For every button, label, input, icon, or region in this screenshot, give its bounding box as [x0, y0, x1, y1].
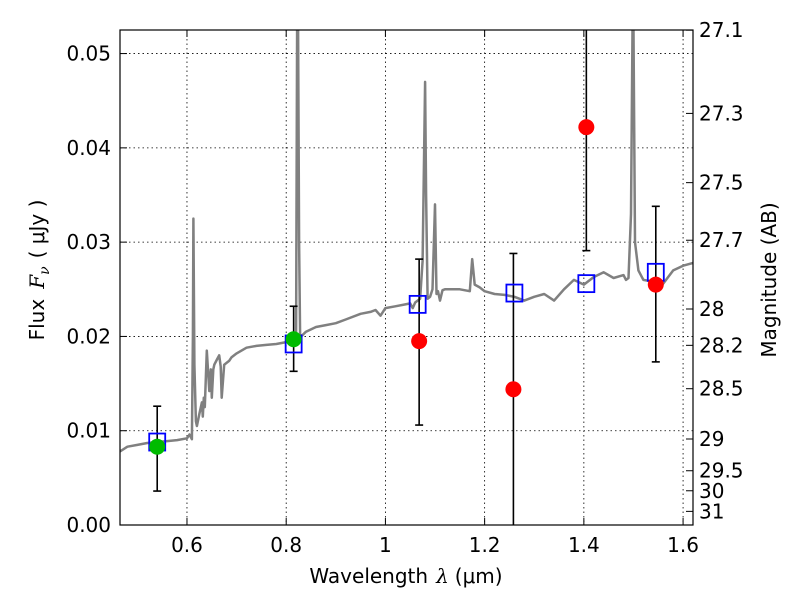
red-data-point: [411, 333, 428, 350]
ticks-layer: 0.6 0.8 1 1.2 1.4 1.6 0.00 0.01 0.02 0.03 0.04 0.05…: [66, 18, 743, 557]
model-photometry-square: [505, 283, 524, 303]
model-photometry-square: [577, 274, 596, 294]
x-tick-label: 1.2: [469, 533, 501, 557]
y2-tick-label: 27.1: [699, 18, 744, 42]
y-tick-label: 0.02: [66, 324, 111, 348]
y2-tick-label: 27.3: [699, 101, 744, 125]
y-tick-label: 0.01: [66, 419, 111, 443]
red-data-point: [505, 381, 522, 398]
y-tick-label: 0.03: [66, 230, 111, 254]
y2-tick-label: 30: [699, 479, 724, 503]
model-photometry-square: [408, 294, 427, 314]
x-tick-label: 0.8: [270, 533, 302, 557]
red-data-point: [578, 119, 595, 136]
y-tick-label: 0.05: [66, 42, 111, 66]
markers-layer: [148, 119, 665, 455]
y-tick-label: 0.00: [66, 513, 111, 537]
green-data-point: [149, 438, 166, 455]
y2-tick-label: 28.5: [699, 377, 744, 401]
y2-tick-label: 28: [699, 297, 724, 321]
plot-frame: [119, 29, 694, 526]
spectrum-layer: [120, 30, 693, 453]
x-tick-label: 1.6: [667, 533, 699, 557]
spectrum-line: [120, 30, 693, 453]
x-axis-title: Wavelength λ (μm): [309, 564, 502, 588]
x-tick-label: 1.4: [568, 533, 600, 557]
y2-tick-label: 29.5: [699, 459, 744, 483]
x-tick-label: 0.6: [171, 533, 203, 557]
y2-axis-title: Magnitude (AB): [757, 202, 781, 357]
y2-tick-label: 27.7: [699, 228, 744, 252]
green-data-point: [285, 331, 302, 348]
x-tick-label: 1: [379, 533, 392, 557]
y-axis-title: FluxFν( μJy ): [25, 200, 53, 341]
y-tick-label: 0.04: [66, 136, 111, 160]
y2-tick-label: 31: [699, 499, 724, 523]
y2-tick-label: 29: [699, 427, 724, 451]
y2-tick-label: 28.2: [699, 333, 744, 357]
y2-tick-label: 27.5: [699, 171, 744, 195]
red-data-point: [647, 276, 664, 293]
grid: [120, 30, 693, 526]
